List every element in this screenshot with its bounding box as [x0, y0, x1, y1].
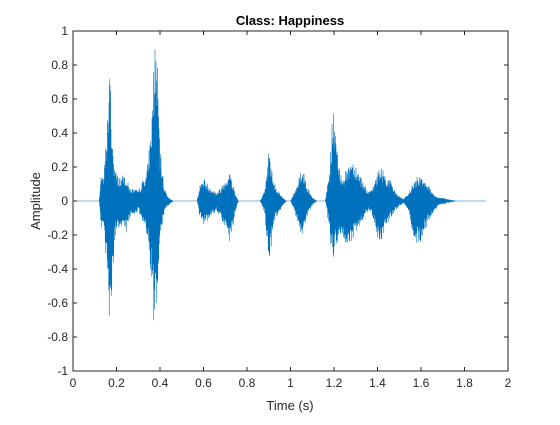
x-tick-label-8: 1.6 — [413, 376, 430, 390]
y-tick-label-5: 0 — [61, 194, 68, 208]
y-tick-label-3: -0.4 — [47, 262, 68, 276]
x-tick-label-7: 1.4 — [369, 376, 386, 390]
y-tick-label-8: 0.6 — [51, 92, 68, 106]
y-axis-label: Amplitude — [28, 172, 43, 230]
y-tick-label-10: 1 — [61, 24, 68, 38]
waveform-line — [72, 49, 487, 321]
x-tick-label-9: 1.8 — [456, 376, 473, 390]
chart-title: Class: Happiness — [236, 13, 344, 28]
waveform-series — [72, 49, 487, 321]
y-tick-label-9: 0.8 — [51, 58, 68, 72]
y-tick-label-6: 0.2 — [51, 160, 68, 174]
x-tick-labels: 0 0.2 0.4 0.6 0.8 1 1.2 1.4 1.6 1.8 2 — [70, 376, 512, 390]
y-tick-label-0: -1 — [57, 364, 68, 378]
x-tick-label-5: 1 — [287, 376, 294, 390]
x-tick-label-10: 2 — [505, 376, 512, 390]
plot-area-border — [72, 30, 509, 372]
x-tick-label-0: 0 — [70, 376, 77, 390]
y-tick-labels: -1 -0.8 -0.6 -0.4 -0.2 0 0.2 0.4 0.6 0.8 1 — [47, 24, 68, 378]
x-tick-label-3: 0.6 — [195, 376, 212, 390]
y-tick-label-2: -0.6 — [47, 296, 68, 310]
x-tick-label-6: 1.2 — [326, 376, 343, 390]
y-tick-label-7: 0.4 — [51, 126, 68, 140]
x-tick-label-1: 0.2 — [108, 376, 125, 390]
y-tick-label-1: -0.8 — [47, 330, 68, 344]
x-tick-label-2: 0.4 — [152, 376, 169, 390]
y-tick-label-4: -0.2 — [47, 228, 68, 242]
x-tick-label-4: 0.8 — [239, 376, 256, 390]
x-axis-label: Time (s) — [266, 398, 313, 413]
